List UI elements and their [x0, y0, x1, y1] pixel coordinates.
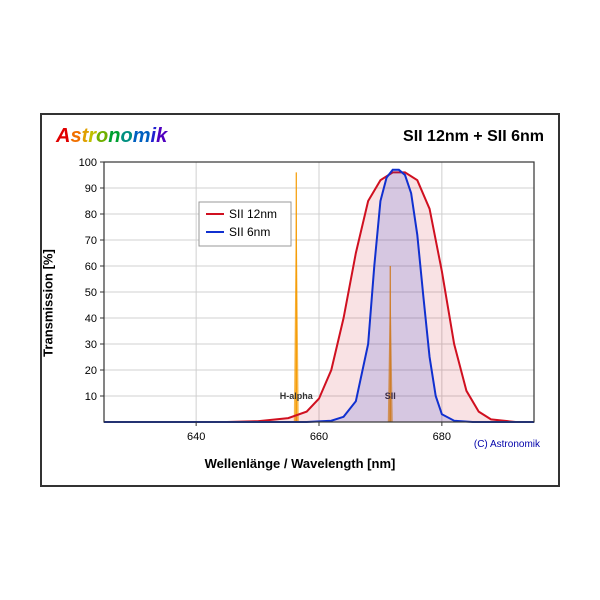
svg-text:100: 100	[79, 157, 97, 169]
svg-text:SII 12nm: SII 12nm	[229, 207, 277, 221]
chart-area: Transmission [%] H-alphaSII1020304050607…	[56, 154, 544, 452]
svg-text:50: 50	[85, 287, 97, 299]
svg-text:660: 660	[310, 431, 328, 443]
svg-text:60: 60	[85, 261, 97, 273]
svg-text:40: 40	[85, 313, 97, 325]
svg-text:30: 30	[85, 339, 97, 351]
svg-text:680: 680	[433, 431, 451, 443]
svg-text:H-alpha: H-alpha	[280, 391, 314, 401]
chart-title: SII 12nm + SII 6nm	[403, 128, 544, 146]
x-axis-label: Wellenlänge / Wavelength [nm]	[56, 456, 544, 471]
svg-text:10: 10	[85, 391, 97, 403]
copyright-text: (C) Astronomik	[474, 439, 540, 450]
svg-text:20: 20	[85, 365, 97, 377]
svg-text:SII 6nm: SII 6nm	[229, 225, 270, 239]
svg-text:90: 90	[85, 183, 97, 195]
transmission-chart: H-alphaSII102030405060708090100640660680…	[56, 154, 540, 452]
y-axis-label: Transmission [%]	[41, 249, 56, 357]
svg-text:70: 70	[85, 235, 97, 247]
svg-text:640: 640	[187, 431, 205, 443]
header-row: Astronomik SII 12nm + SII 6nm	[56, 125, 544, 148]
brand-logo: Astronomik	[56, 125, 167, 148]
svg-text:80: 80	[85, 209, 97, 221]
chart-card: Astronomik SII 12nm + SII 6nm Transmissi…	[40, 113, 560, 487]
